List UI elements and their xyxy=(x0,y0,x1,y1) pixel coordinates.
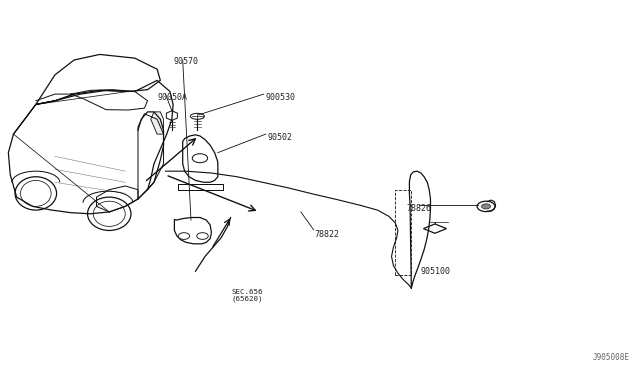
Polygon shape xyxy=(166,111,177,121)
Text: 905100: 905100 xyxy=(421,267,451,276)
Text: 900530: 900530 xyxy=(266,93,296,102)
Circle shape xyxy=(196,233,208,239)
Polygon shape xyxy=(151,112,164,134)
Text: SEC.656: SEC.656 xyxy=(232,289,264,295)
Text: J905008E: J905008E xyxy=(593,353,630,362)
Polygon shape xyxy=(174,218,211,244)
Text: 90570: 90570 xyxy=(173,57,198,66)
Text: 78826: 78826 xyxy=(406,204,431,213)
Text: 78822: 78822 xyxy=(315,230,340,239)
Polygon shape xyxy=(424,224,447,233)
Circle shape xyxy=(192,154,207,163)
Text: (65620): (65620) xyxy=(232,295,264,302)
Ellipse shape xyxy=(15,177,56,210)
Circle shape xyxy=(178,233,189,239)
Text: 90050A: 90050A xyxy=(157,93,187,102)
Ellipse shape xyxy=(88,197,131,231)
Ellipse shape xyxy=(190,113,204,119)
Circle shape xyxy=(477,201,495,212)
Polygon shape xyxy=(182,135,218,182)
Circle shape xyxy=(481,204,490,209)
Text: 90502: 90502 xyxy=(268,132,292,142)
